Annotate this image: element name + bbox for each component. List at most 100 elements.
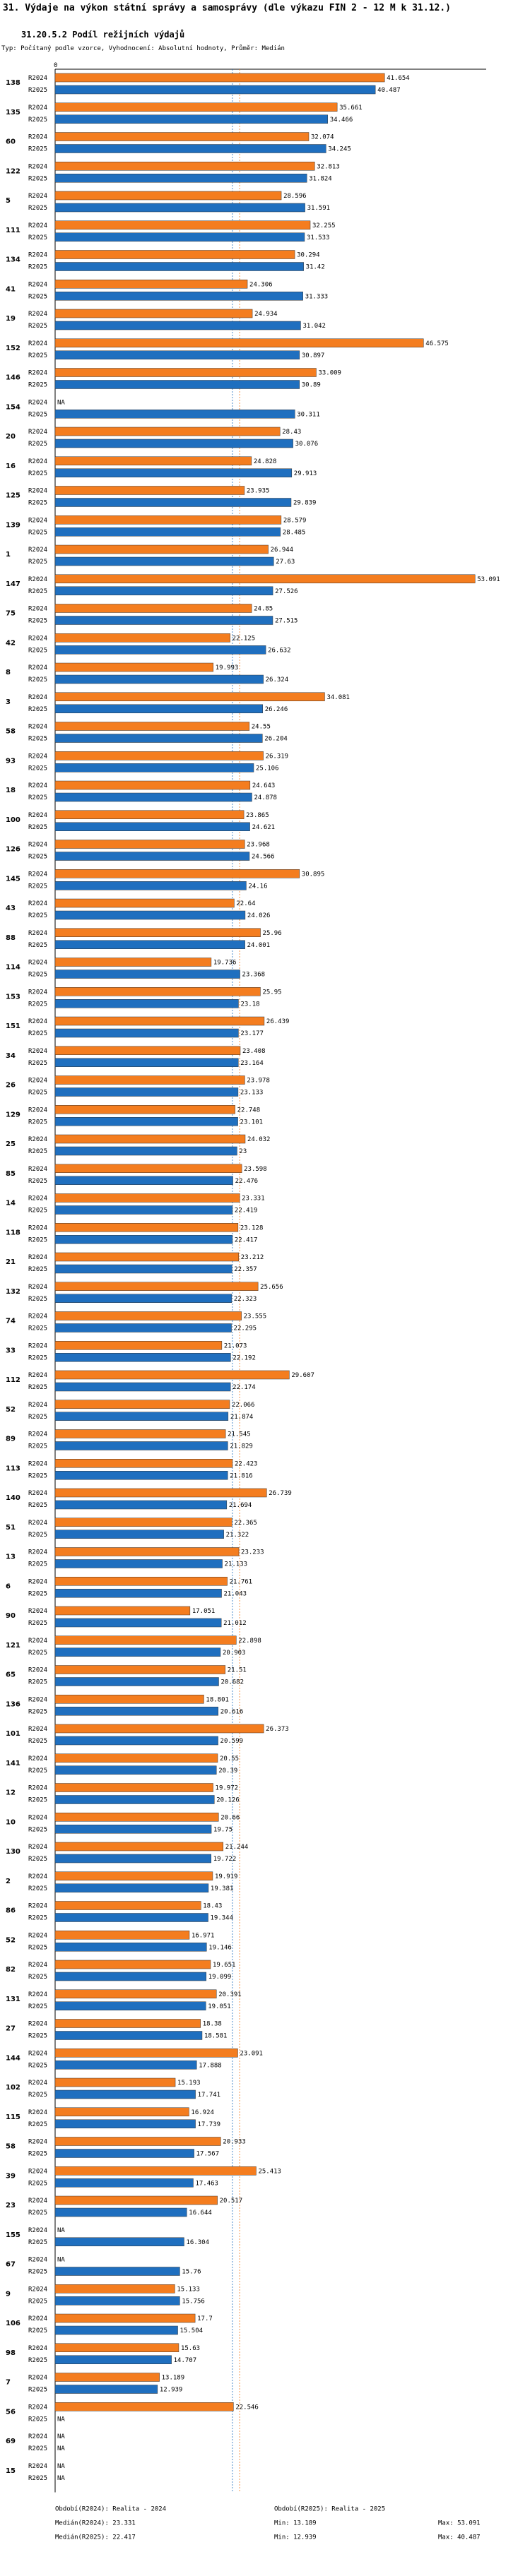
category-label: 39 <box>6 2172 16 2180</box>
bar-value-label: 18.801 <box>206 1696 229 1703</box>
series-label: R2025 <box>28 736 47 743</box>
category-label: 52 <box>6 1406 16 1414</box>
category-label: 101 <box>6 1730 20 1738</box>
series-label: R2024 <box>28 1284 47 1291</box>
bar-value-label: 30.076 <box>295 441 319 448</box>
missing-label: NA <box>57 2445 65 2452</box>
bar-value-label: 22.192 <box>232 1354 256 1361</box>
bar-R2025 <box>54 1117 238 1126</box>
category-label: 9 <box>6 2290 11 2298</box>
category-label: 126 <box>6 846 20 854</box>
footer-max-2025: Max: 40.487 <box>438 2534 481 2541</box>
category-label: 42 <box>6 639 16 647</box>
bar-R2024 <box>54 604 252 613</box>
bar-R2025 <box>54 232 305 242</box>
category-label: 129 <box>6 1111 20 1119</box>
series-label: R2025 <box>28 1974 47 1981</box>
bar-R2024 <box>54 1016 265 1026</box>
series-label: R2024 <box>28 1136 47 1143</box>
bar-value-label: 17.567 <box>196 2151 220 2158</box>
bar-R2025 <box>54 527 281 537</box>
bar-R2025 <box>54 2001 206 2010</box>
bar-value-label: 19.099 <box>208 1974 232 1981</box>
bar-R2025 <box>54 262 304 271</box>
series-label: R2025 <box>28 470 47 477</box>
category-label: 139 <box>6 521 20 529</box>
series-label: R2025 <box>28 2269 47 2276</box>
footer-min-2024: Min: 13.189 <box>274 2520 317 2527</box>
bar-value-label: 27.63 <box>276 559 295 566</box>
bar-R2025 <box>54 321 301 330</box>
bar-R2025 <box>54 556 274 566</box>
bar-R2024 <box>54 1783 213 1792</box>
series-label: R2024 <box>28 1460 47 1467</box>
series-label: R2025 <box>28 676 47 684</box>
bar-R2024 <box>54 1842 224 1852</box>
bar-value-label: 23.368 <box>242 972 266 979</box>
missing-label: NA <box>57 2433 65 2440</box>
bar-R2025 <box>54 380 300 389</box>
bar-R2025 <box>54 2385 158 2394</box>
bar-R2025 <box>54 1677 219 1686</box>
category-label: 121 <box>6 1642 20 1650</box>
bar-value-label: 25.656 <box>260 1284 283 1291</box>
series-label: R2024 <box>28 547 47 554</box>
category-label: 58 <box>6 728 16 736</box>
series-label: R2025 <box>28 706 47 713</box>
category-label: 18 <box>6 787 16 794</box>
bar-value-label: 24.934 <box>254 311 278 318</box>
bar-value-label: 23.133 <box>240 1090 264 1097</box>
bar-R2024 <box>54 456 252 465</box>
bar-value-label: 23.555 <box>244 1313 267 1320</box>
bar-R2024 <box>54 2049 238 2058</box>
category-label: 1 <box>6 551 11 559</box>
series-label: R2025 <box>28 2327 47 2334</box>
bar-value-label: 15.504 <box>180 2327 204 2334</box>
bar-value-label: 22.898 <box>238 1638 261 1645</box>
bar-value-label: 15.756 <box>182 2298 205 2305</box>
bar-value-label: 25.96 <box>263 930 282 937</box>
bar-R2025 <box>54 144 326 153</box>
bar-R2025 <box>54 2178 194 2188</box>
bar-value-label: 24.643 <box>252 782 276 789</box>
bar-value-label: 23.101 <box>240 1119 264 1126</box>
category-label: 154 <box>6 403 20 411</box>
bar-value-label: 17.7 <box>197 2315 213 2322</box>
series-label: R2025 <box>28 1944 47 1951</box>
bar-value-label: 24.566 <box>252 854 275 861</box>
category-label: 74 <box>6 1318 16 1325</box>
series-label: R2025 <box>28 2003 47 2010</box>
bar-value-label: 30.294 <box>297 252 320 259</box>
bar-value-label: 31.533 <box>307 234 330 242</box>
missing-label: NA <box>57 2463 65 2470</box>
bar-value-label: 31.591 <box>307 205 331 212</box>
series-label: R2024 <box>28 2198 47 2205</box>
bar-value-label: 21.322 <box>226 1532 249 1539</box>
category-label: 69 <box>6 2438 16 2445</box>
category-label: 65 <box>6 1671 16 1679</box>
bar-value-label: 19.919 <box>215 1873 238 1880</box>
bar-value-label: 22.125 <box>232 635 256 642</box>
bar-value-label: 28.579 <box>283 517 307 524</box>
series-label: R2024 <box>28 429 47 436</box>
bar-R2024 <box>54 1341 223 1350</box>
missing-label: NA <box>57 2475 65 2482</box>
bar-R2025 <box>54 114 329 124</box>
bar-value-label: 20.903 <box>223 1650 246 1657</box>
series-label: R2024 <box>28 1313 47 1320</box>
category-label: 3 <box>6 698 11 706</box>
bar-R2024 <box>54 1901 201 1910</box>
bar-R2024 <box>54 1488 267 1498</box>
bar-R2024 <box>54 280 248 289</box>
bar-R2025 <box>54 763 254 773</box>
bar-value-label: 21.829 <box>230 1443 253 1450</box>
bar-R2025 <box>54 1264 232 1274</box>
bar-value-label: 29.839 <box>293 500 317 507</box>
category-label: 34 <box>6 1052 16 1060</box>
category-label: 132 <box>6 1288 20 1296</box>
bar-value-label: 22.64 <box>236 900 255 907</box>
bar-R2024 <box>54 515 282 525</box>
bar-value-label: 46.575 <box>425 340 449 347</box>
series-label: R2024 <box>28 163 47 170</box>
bar-R2024 <box>54 810 245 819</box>
